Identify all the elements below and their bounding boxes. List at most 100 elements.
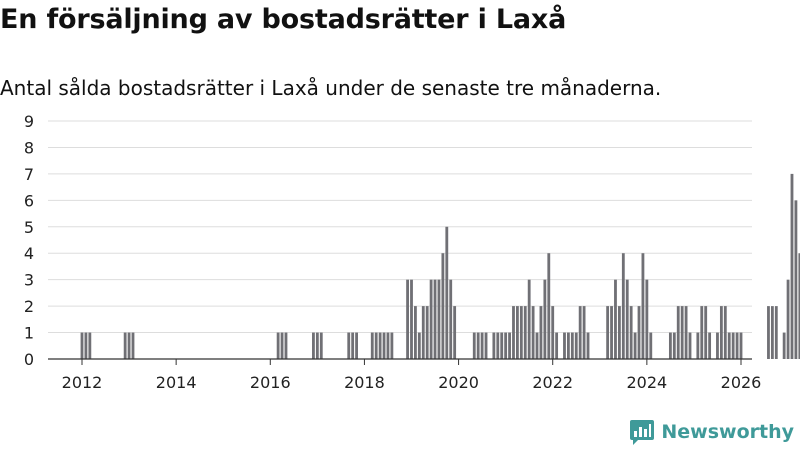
- bar-13: [123, 332, 127, 359]
- bar-159: [696, 332, 700, 359]
- bar-102: [472, 332, 476, 359]
- brand-name: Newsworthy: [661, 421, 794, 443]
- bar-92: [433, 279, 437, 359]
- bar-4: [88, 332, 92, 359]
- bar-113: [516, 306, 519, 359]
- x-tick-label-2024: 2024: [626, 373, 667, 392]
- x-tick-label-2016: 2016: [250, 373, 291, 392]
- bar-178: [770, 306, 774, 359]
- bar-93: [437, 279, 441, 359]
- bar-169: [735, 332, 739, 359]
- bar-78: [378, 332, 382, 359]
- bar-155: [680, 306, 684, 359]
- bar-117: [531, 306, 535, 359]
- bar-108: [496, 332, 500, 359]
- bar-144: [637, 306, 641, 359]
- bar-125: [563, 332, 566, 359]
- x-tick-label-2012: 2012: [62, 373, 103, 392]
- bar-146: [645, 279, 649, 359]
- bar-95: [445, 226, 449, 359]
- bar-77: [374, 332, 378, 359]
- bar-61: [312, 332, 315, 359]
- y-tick-label-0: 0: [24, 350, 34, 369]
- bar-142: [629, 306, 633, 359]
- bar-54: [284, 332, 288, 359]
- bar-181: [782, 332, 786, 359]
- bar-88: [417, 332, 421, 359]
- bar-166: [723, 306, 727, 359]
- bar-115: [523, 306, 527, 359]
- bar-126: [566, 332, 570, 359]
- bar-128: [574, 332, 578, 359]
- bar-111: [508, 332, 511, 359]
- bar-139: [617, 306, 621, 359]
- bar-145: [641, 253, 645, 359]
- bar-182: [786, 279, 790, 359]
- bar-131: [586, 332, 590, 359]
- chart-title: En försäljning av bostadsrätter i Laxå: [0, 4, 567, 35]
- bar-109: [500, 332, 504, 359]
- bar-143: [633, 332, 637, 359]
- bar-156: [684, 306, 688, 359]
- bar-153: [672, 332, 676, 359]
- chart-subtitle: Antal sålda bostadsrätter i Laxå under d…: [0, 76, 662, 100]
- bar-170: [739, 332, 743, 359]
- bar-63: [319, 332, 323, 359]
- bar-167: [727, 332, 731, 359]
- bar-15: [131, 332, 135, 359]
- bar-127: [570, 332, 574, 359]
- y-tick-label-2: 2: [24, 297, 34, 316]
- bar-105: [484, 332, 488, 359]
- bar-136: [606, 306, 610, 359]
- bar-162: [708, 332, 712, 359]
- bar-series: [80, 173, 800, 359]
- bar-154: [676, 306, 680, 359]
- bar-52: [276, 332, 280, 359]
- bar-140: [621, 253, 625, 359]
- bar-72: [355, 332, 358, 359]
- y-tick-label-5: 5: [24, 218, 34, 237]
- bar-161: [704, 306, 708, 359]
- bar-91: [429, 279, 433, 359]
- x-tick-label-2018: 2018: [344, 373, 385, 392]
- bar-85: [406, 279, 409, 359]
- bar-86: [410, 279, 413, 359]
- bar-130: [582, 306, 586, 359]
- bar-120: [543, 279, 547, 359]
- bar-96: [449, 279, 453, 359]
- bar-104: [480, 332, 484, 359]
- bar-70: [347, 332, 351, 359]
- x-axis: 2012 2014 2016 2018 2020 2022 2024 2026: [48, 358, 761, 392]
- bar-137: [610, 306, 613, 359]
- bar-90: [425, 306, 429, 359]
- bar-89: [421, 306, 425, 359]
- bar-103: [476, 332, 480, 359]
- bar-53: [280, 332, 284, 359]
- y-tick-label-7: 7: [24, 165, 34, 184]
- bar-121: [547, 253, 551, 359]
- y-axis-labels: 0 1 2 3 4 5 6 7 8 9: [24, 112, 34, 369]
- bar-152: [668, 332, 672, 359]
- y-tick-label-9: 9: [24, 112, 34, 131]
- bar-183: [790, 173, 794, 359]
- bar-14: [127, 332, 131, 359]
- brand-logo: Newsworthy: [629, 418, 794, 446]
- bar-185: [798, 253, 800, 359]
- bar-3: [84, 332, 88, 359]
- y-tick-label-3: 3: [24, 271, 34, 290]
- y-tick-label-4: 4: [24, 244, 34, 263]
- bar-123: [555, 332, 559, 359]
- newsworthy-logo-icon: [630, 420, 655, 445]
- y-tick-label-6: 6: [24, 191, 34, 210]
- bar-110: [504, 332, 508, 359]
- bar-71: [351, 332, 355, 359]
- bar-97: [453, 306, 457, 359]
- bar-94: [441, 253, 445, 359]
- bar-80: [386, 332, 390, 359]
- bar-179: [774, 306, 778, 359]
- bar-160: [700, 306, 704, 359]
- x-tick-label-2014: 2014: [156, 373, 197, 392]
- bar-118: [535, 332, 539, 359]
- bar-112: [512, 306, 515, 359]
